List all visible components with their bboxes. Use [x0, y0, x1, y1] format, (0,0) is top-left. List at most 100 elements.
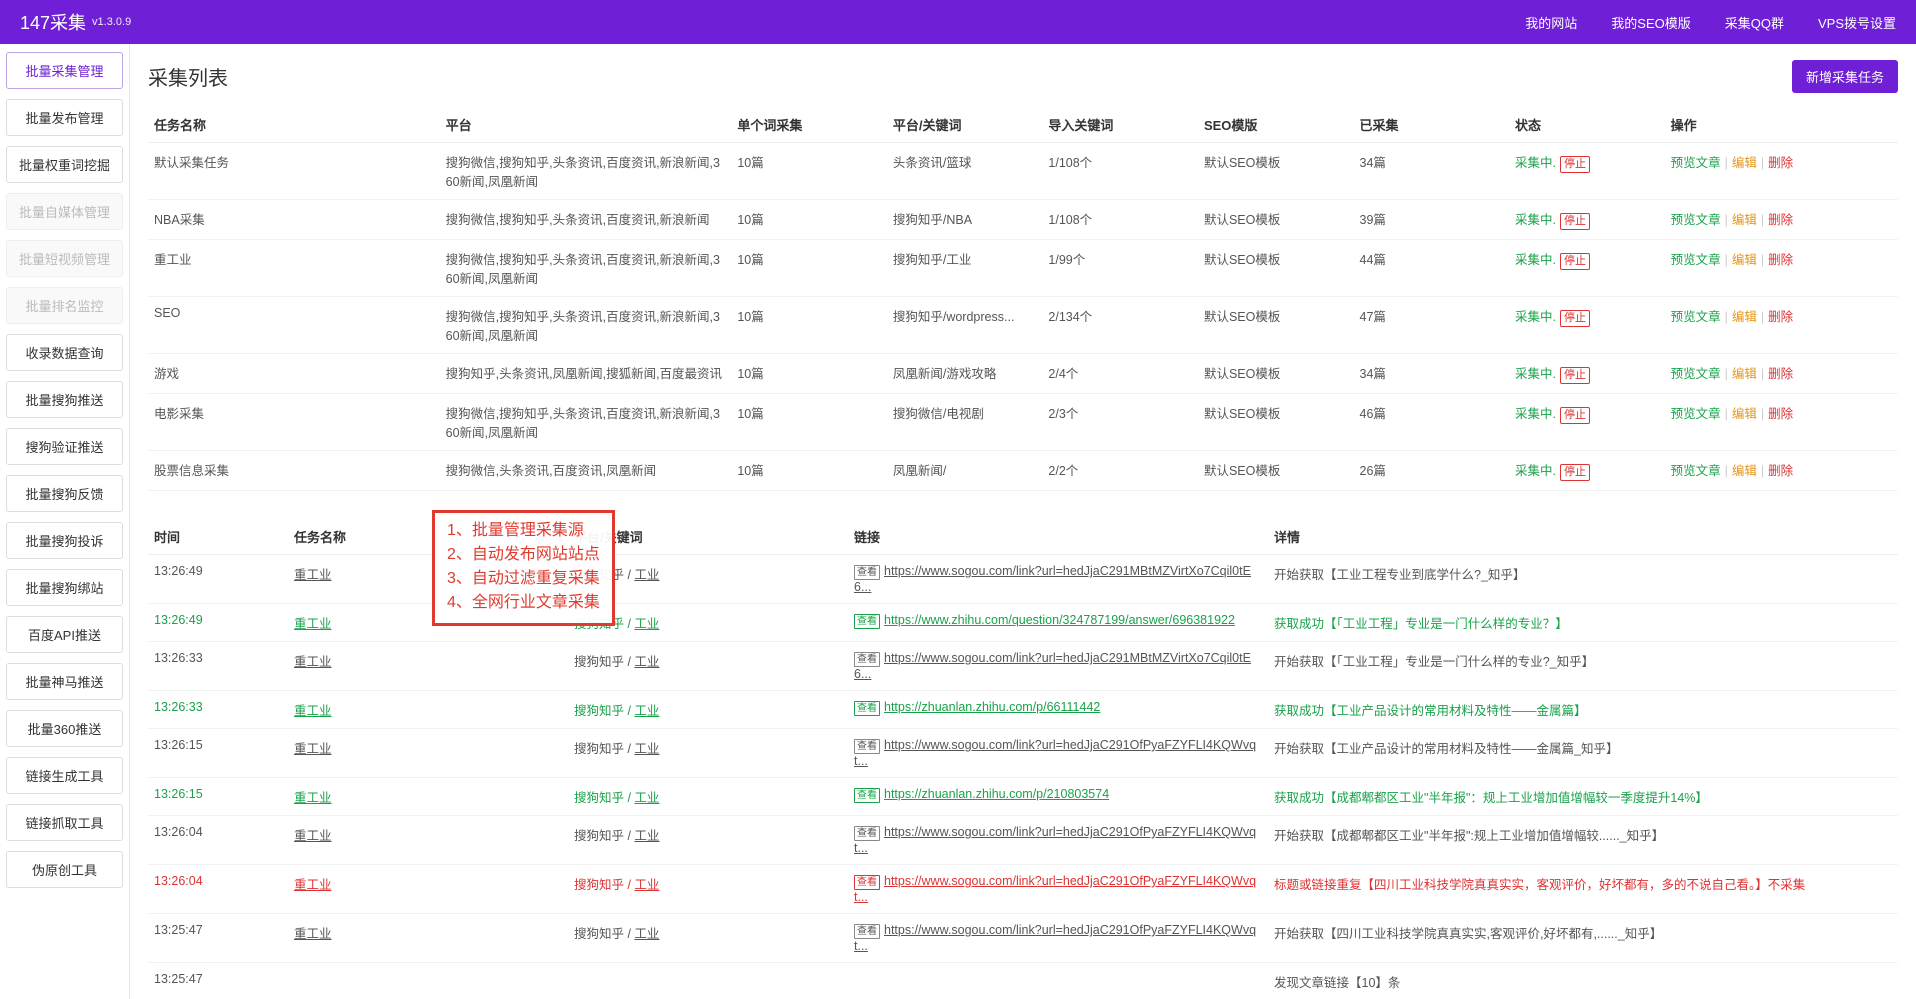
edit-link[interactable]: 编辑	[1732, 464, 1757, 478]
sidebar-item[interactable]: 批量神马推送	[6, 663, 123, 700]
url-link[interactable]: https://www.sogou.com/link?url=hedJjaC29…	[854, 923, 1256, 953]
task-link[interactable]: 重工业	[294, 791, 332, 805]
view-tag[interactable]: 查看	[854, 875, 880, 890]
cell-seo: 默认SEO模板	[1198, 143, 1354, 200]
view-tag[interactable]: 查看	[854, 788, 880, 803]
cell-got: 26篇	[1354, 451, 1510, 491]
sidebar-item[interactable]: 批量360推送	[6, 710, 123, 747]
view-tag[interactable]: 查看	[854, 739, 880, 754]
new-task-button[interactable]: 新增采集任务	[1792, 60, 1898, 93]
cell-platform: 搜狗微信,头条资讯,百度资讯,凤凰新闻	[440, 451, 732, 491]
view-tag[interactable]: 查看	[854, 652, 880, 667]
task-link[interactable]: 重工业	[294, 742, 332, 756]
stop-badge[interactable]: 停止	[1560, 407, 1590, 424]
sidebar-item[interactable]: 链接生成工具	[6, 757, 123, 794]
keyword-link[interactable]: 工业	[634, 655, 659, 669]
sidebar-item[interactable]: 批量发布管理	[6, 99, 123, 136]
stop-badge[interactable]: 停止	[1560, 156, 1590, 173]
preview-link[interactable]: 预览文章	[1671, 253, 1721, 267]
edit-link[interactable]: 编辑	[1732, 156, 1757, 170]
sidebar-item[interactable]: 批量采集管理	[6, 52, 123, 89]
keyword-link[interactable]: 工业	[634, 829, 659, 843]
view-tag[interactable]: 查看	[854, 614, 880, 629]
preview-link[interactable]: 预览文章	[1671, 407, 1721, 421]
sidebar-item[interactable]: 伪原创工具	[6, 851, 123, 888]
keyword-link[interactable]: 工业	[634, 742, 659, 756]
delete-link[interactable]: 删除	[1768, 310, 1793, 324]
cell-task: 重工业	[288, 778, 568, 816]
sidebar-item[interactable]: 百度API推送	[6, 616, 123, 653]
delete-link[interactable]: 删除	[1768, 407, 1793, 421]
th-platform: 平台	[440, 107, 732, 143]
stop-badge[interactable]: 停止	[1560, 367, 1590, 384]
task-link[interactable]: 重工业	[294, 617, 332, 631]
stop-badge[interactable]: 停止	[1560, 213, 1590, 230]
cell-seo: 默认SEO模板	[1198, 394, 1354, 451]
cell-link: 查看https://www.sogou.com/link?url=hedJjaC…	[848, 865, 1268, 914]
keyword-link[interactable]: 工业	[634, 704, 659, 718]
task-link[interactable]: 重工业	[294, 927, 332, 941]
preview-link[interactable]: 预览文章	[1671, 156, 1721, 170]
url-link[interactable]: https://www.sogou.com/link?url=hedJjaC29…	[854, 651, 1251, 681]
url-link[interactable]: https://www.sogou.com/link?url=hedJjaC29…	[854, 738, 1256, 768]
sidebar-item[interactable]: 批量搜狗反馈	[6, 475, 123, 512]
preview-link[interactable]: 预览文章	[1671, 310, 1721, 324]
stop-badge[interactable]: 停止	[1560, 464, 1590, 481]
task-link[interactable]: 重工业	[294, 829, 332, 843]
nav-vps-dial[interactable]: VPS拨号设置	[1818, 13, 1896, 32]
keyword-link[interactable]: 工业	[634, 568, 659, 582]
url-link[interactable]: https://www.sogou.com/link?url=hedJjaC29…	[854, 564, 1251, 594]
keyword-link[interactable]: 工业	[634, 617, 659, 631]
url-link[interactable]: https://zhuanlan.zhihu.com/p/210803574	[884, 787, 1109, 801]
keyword-link[interactable]: 工业	[634, 791, 659, 805]
task-link[interactable]: 重工业	[294, 878, 332, 892]
delete-link[interactable]: 删除	[1768, 156, 1793, 170]
task-link[interactable]: 重工业	[294, 568, 332, 582]
view-tag[interactable]: 查看	[854, 565, 880, 580]
sidebar-item[interactable]: 批量搜狗推送	[6, 381, 123, 418]
task-link[interactable]: 重工业	[294, 704, 332, 718]
edit-link[interactable]: 编辑	[1732, 310, 1757, 324]
url-link[interactable]: https://www.sogou.com/link?url=hedJjaC29…	[854, 825, 1256, 855]
delete-link[interactable]: 删除	[1768, 213, 1793, 227]
sidebar-item[interactable]: 搜狗验证推送	[6, 428, 123, 465]
url-link[interactable]: https://www.zhihu.com/question/324787199…	[884, 613, 1235, 627]
stop-badge[interactable]: 停止	[1560, 310, 1590, 327]
nav-qq-group[interactable]: 采集QQ群	[1725, 13, 1784, 32]
delete-link[interactable]: 删除	[1768, 464, 1793, 478]
cell-per: 10篇	[731, 451, 887, 491]
sidebar-item[interactable]: 收录数据查询	[6, 334, 123, 371]
edit-link[interactable]: 编辑	[1732, 213, 1757, 227]
sidebar-item[interactable]: 批量搜狗绑站	[6, 569, 123, 606]
nav-seo-template[interactable]: 我的SEO模版	[1611, 13, 1690, 32]
view-tag[interactable]: 查看	[854, 701, 880, 716]
th-detail: 详情	[1268, 519, 1898, 555]
cell-kw: 头条资讯/篮球	[887, 143, 1043, 200]
url-link[interactable]: https://www.sogou.com/link?url=hedJjaC29…	[854, 874, 1256, 904]
view-tag[interactable]: 查看	[854, 826, 880, 841]
view-tag[interactable]: 查看	[854, 924, 880, 939]
sidebar-item[interactable]: 批量搜狗投诉	[6, 522, 123, 559]
edit-link[interactable]: 编辑	[1732, 407, 1757, 421]
preview-link[interactable]: 预览文章	[1671, 464, 1721, 478]
delete-link[interactable]: 删除	[1768, 253, 1793, 267]
url-link[interactable]: https://zhuanlan.zhihu.com/p/66111442	[884, 700, 1100, 714]
task-link[interactable]: 重工业	[294, 655, 332, 669]
keyword-link[interactable]: 工业	[634, 927, 659, 941]
sidebar-item[interactable]: 链接抓取工具	[6, 804, 123, 841]
task-row: NBA采集搜狗微信,搜狗知乎,头条资讯,百度资讯,新浪新闻10篇搜狗知乎/NBA…	[148, 200, 1898, 240]
preview-link[interactable]: 预览文章	[1671, 213, 1721, 227]
edit-link[interactable]: 编辑	[1732, 367, 1757, 381]
preview-link[interactable]: 预览文章	[1671, 367, 1721, 381]
delete-link[interactable]: 删除	[1768, 367, 1793, 381]
keyword-link[interactable]: 工业	[634, 878, 659, 892]
cell-actions: 预览文章|编辑|删除	[1665, 143, 1898, 200]
edit-link[interactable]: 编辑	[1732, 253, 1757, 267]
cell-msg: 开始获取【四川工业科技学院真真实实,客观评价,好坏都有,......_知乎】	[1268, 914, 1898, 963]
cell-seo: 默认SEO模板	[1198, 354, 1354, 394]
page-title: 采集列表	[148, 62, 228, 91]
nav-mysite[interactable]: 我的网站	[1525, 13, 1577, 32]
note-line-1: 1、批量管理采集源	[447, 519, 600, 543]
sidebar-item[interactable]: 批量权重词挖掘	[6, 146, 123, 183]
stop-badge[interactable]: 停止	[1560, 253, 1590, 270]
